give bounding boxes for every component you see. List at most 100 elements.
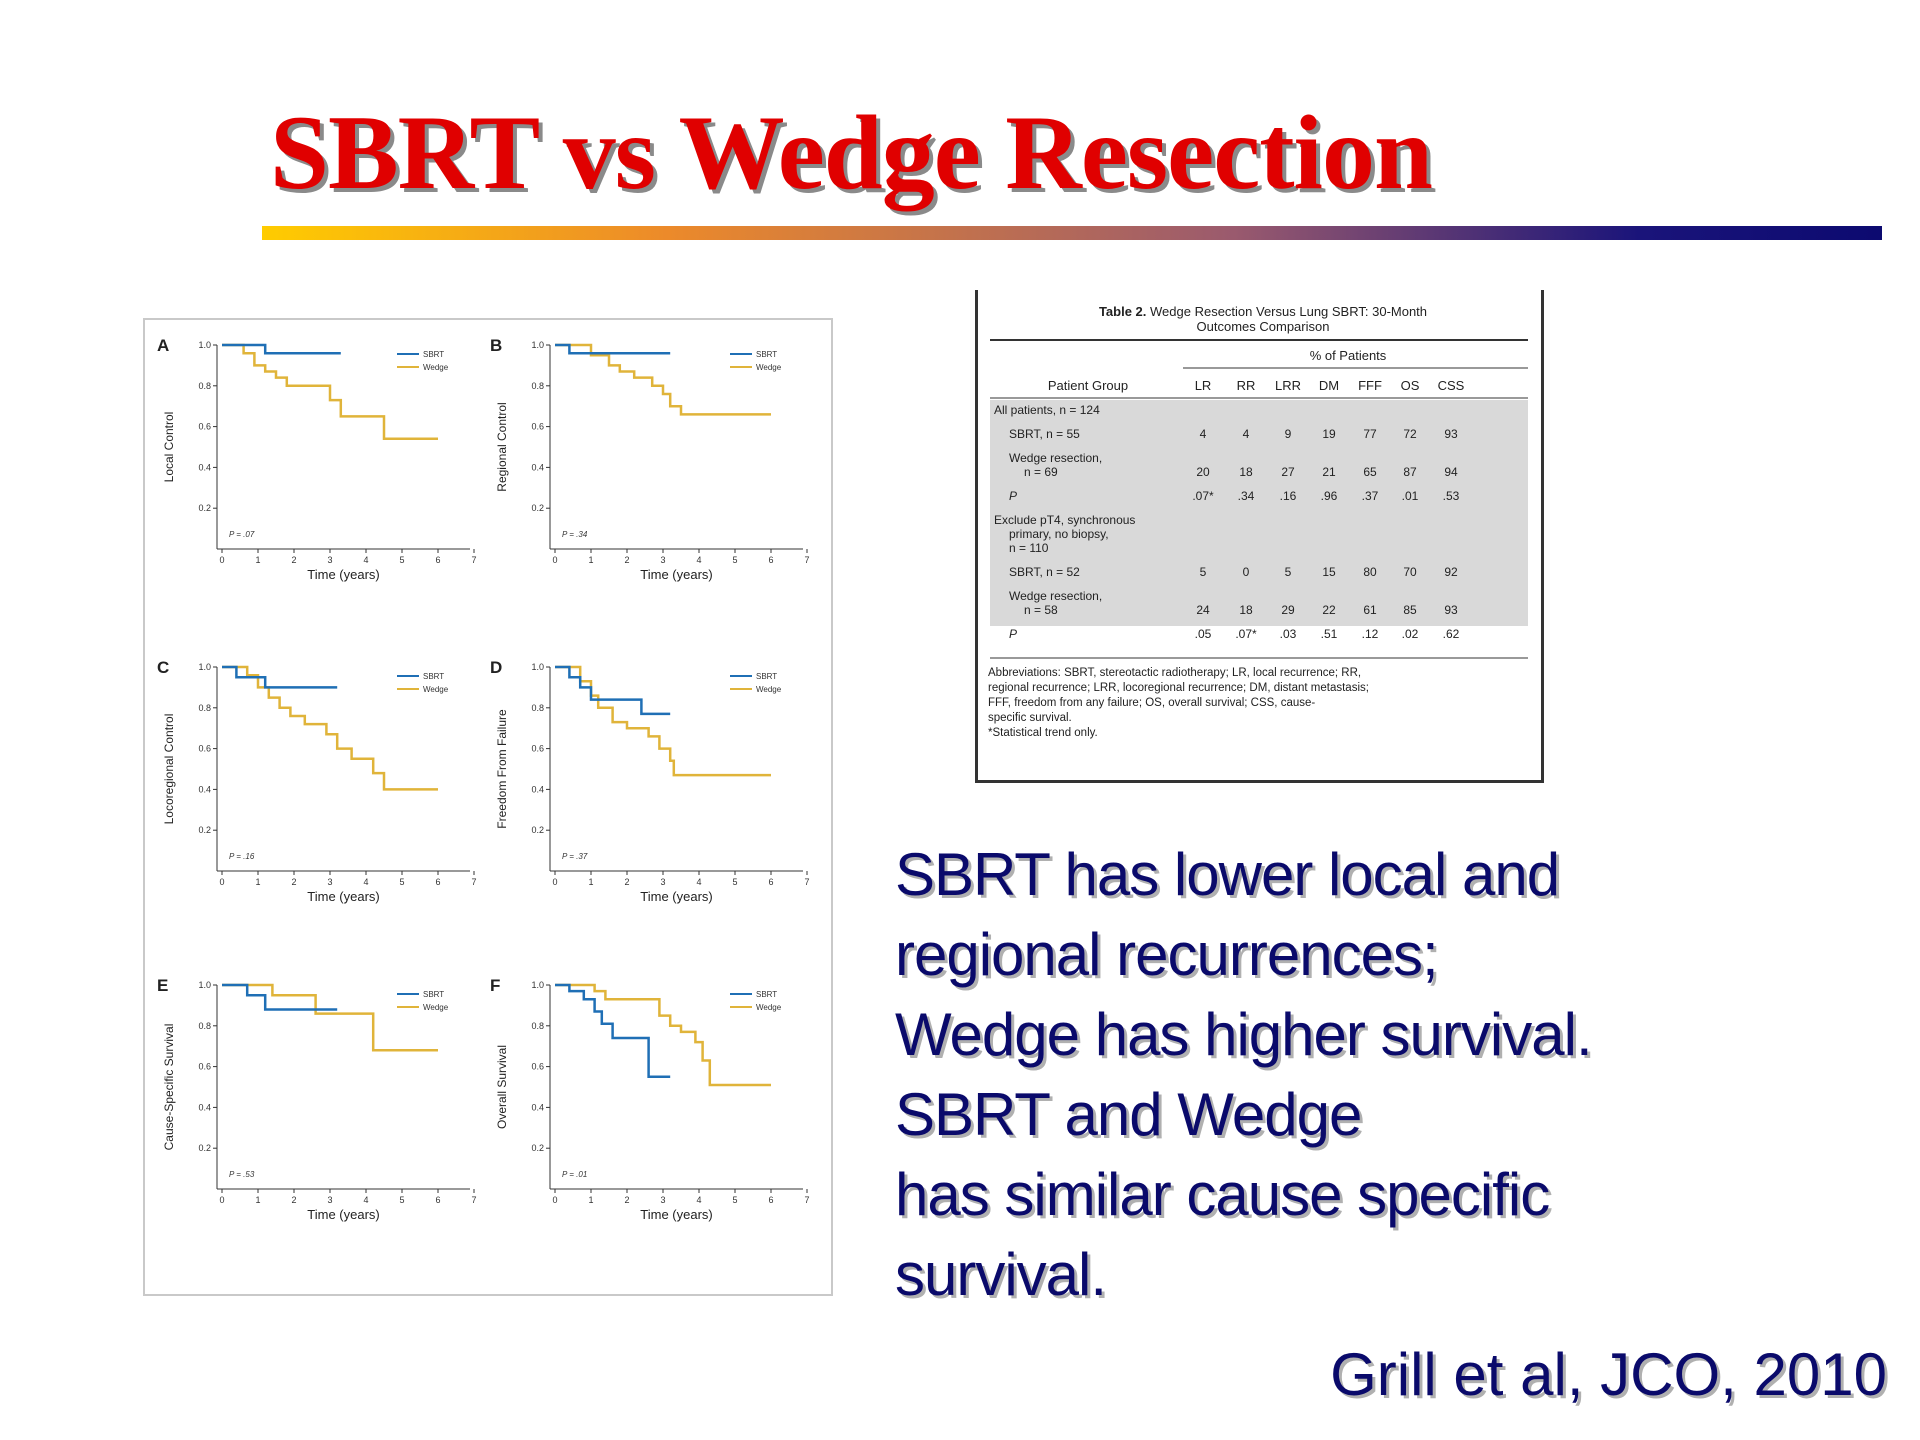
y-tick-label: 0.8 [531,703,544,713]
p-value-label: P = .07 [229,530,255,539]
column-header: DM [1319,378,1339,393]
y-tick-label: 0.2 [198,503,211,513]
y-tick-label: 0.6 [198,1062,211,1072]
table-cell: 87 [1403,465,1417,479]
y-tick-label: 0.4 [198,1102,211,1112]
y-tick-label: 0.4 [531,462,544,472]
table-cell: .16 [1280,489,1297,503]
table-cell: 5 [1200,565,1207,579]
column-header: FFF [1358,378,1382,393]
table-cell: .51 [1321,627,1338,641]
legend-label-wedge: Wedge [756,363,782,372]
x-tick-label: 7 [804,555,809,565]
table-cell: .03 [1280,627,1297,641]
p-value-label: P = .01 [562,1170,587,1179]
table-cell: 27 [1281,465,1295,479]
x-tick-label: 0 [552,877,557,887]
x-axis-label: Time (years) [640,889,712,904]
panel-letter: C [157,658,169,677]
summary-line: survival. [895,1241,1107,1308]
panel-letter: D [490,658,502,677]
column-header: LRR [1275,378,1301,393]
row-label: Exclude pT4, synchronous [994,513,1135,527]
y-tick-label: 1.0 [531,980,544,990]
legend-label-sbrt: SBRT [423,672,444,681]
x-tick-label: 2 [624,1195,629,1205]
p-value-label: P = .34 [562,530,588,539]
table-cell: 80 [1363,565,1377,579]
x-tick-label: 6 [768,1195,773,1205]
table-cell: .07* [1192,489,1214,503]
table-cell: .37 [1362,489,1379,503]
x-tick-label: 5 [399,877,404,887]
row-label: n = 58 [1024,603,1058,617]
table-caption: Table 2. Wedge Resection Versus Lung SBR… [1099,304,1427,319]
outcomes-table-graphic: Table 2. Wedge Resection Versus Lung SBR… [988,304,1528,739]
x-tick-label: 0 [552,1195,557,1205]
legend-label-wedge: Wedge [423,685,449,694]
y-tick-label: 0.8 [198,1021,211,1031]
y-tick-label: 0.4 [198,462,211,472]
table-row: Wedge resection,n = 58 24 18 29 22 61 85 93 [1009,589,1458,617]
x-tick-label: 2 [291,555,296,565]
table-cell: 72 [1403,427,1417,441]
x-tick-label: 1 [255,555,260,565]
p-value-label: P = .53 [229,1170,255,1179]
x-tick-label: 7 [471,1195,476,1205]
y-tick-label: 0.2 [198,1143,211,1153]
table-cell: 0 [1243,565,1250,579]
x-axis-label: Time (years) [640,1207,712,1222]
legend-label-wedge: Wedge [756,1003,782,1012]
table-cell: 94 [1444,465,1458,479]
table-cell: 18 [1239,603,1253,617]
y-tick-label: 0.8 [198,381,211,391]
table-row: SBRT, n = 52 5 0 5 15 80 70 92 [1009,565,1458,579]
column-group-header: % of Patients [1310,348,1387,363]
x-tick-label: 3 [327,877,332,887]
table-cell: 24 [1196,603,1210,617]
kaplan-meier-plots: A 1.0 0.8 0.6 0.4 0.2 0 1 2 3 4 5 6 7 Time (years) Loca… [157,336,810,1222]
x-tick-label: 1 [588,1195,593,1205]
x-tick-label: 6 [435,1195,440,1205]
legend-label-wedge: Wedge [756,685,782,694]
table-cell: .05 [1195,627,1212,641]
series-line-wedge [222,983,438,1052]
table-cell: 61 [1363,603,1377,617]
table-cell: 20 [1196,465,1210,479]
y-tick-label: 1.0 [198,340,211,350]
table-footnote: regional recurrence; LRR, locoregional r… [988,682,1369,694]
x-tick-label: 7 [471,555,476,565]
x-tick-label: 3 [327,1195,332,1205]
y-tick-label: 0.2 [531,503,544,513]
table-footnote: FFF, freedom from any failure; OS, overa… [988,697,1315,709]
row-label: SBRT, n = 52 [1009,565,1080,579]
series-line-wedge [555,665,771,777]
x-tick-label: 6 [768,555,773,565]
row-label: SBRT, n = 55 [1009,427,1080,441]
table-cell: 19 [1322,427,1336,441]
x-tick-label: 6 [435,555,440,565]
panel-letter: E [157,976,168,995]
y-tick-label: 0.8 [198,703,211,713]
y-tick-label: 0.2 [198,825,211,835]
summary-text: SBRT has lower local and regional recurr… [895,835,1845,1315]
p-value-label: P = .16 [229,852,255,861]
row-label: n = 69 [1024,465,1058,479]
table-cell: 29 [1281,603,1295,617]
x-tick-label: 2 [291,877,296,887]
x-tick-label: 2 [624,555,629,565]
row-label: P [1009,489,1017,503]
y-tick-label: 1.0 [531,662,544,672]
x-tick-label: 5 [732,1195,737,1205]
x-tick-label: 3 [660,1195,665,1205]
x-tick-label: 3 [660,555,665,565]
summary-line: Wedge has higher survival. [895,1001,1593,1068]
table-cell: 4 [1243,427,1250,441]
series-line-sbrt [555,983,671,1079]
x-axis-label: Time (years) [307,889,379,904]
y-tick-label: 0.2 [531,825,544,835]
series-line-sbrt [555,343,671,355]
x-tick-label: 0 [219,1195,224,1205]
x-tick-label: 4 [363,877,368,887]
